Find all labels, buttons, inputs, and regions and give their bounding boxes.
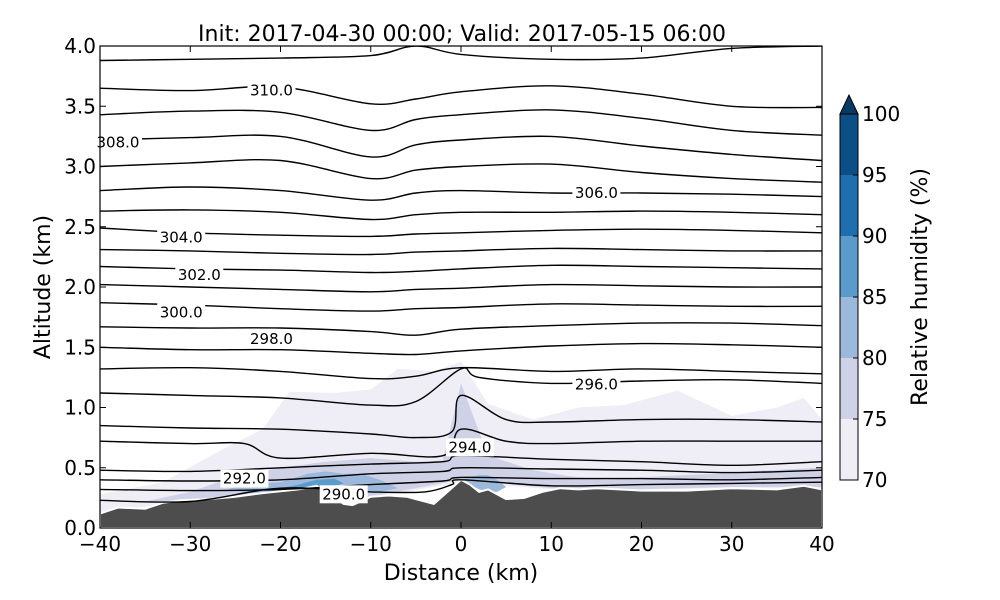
y-tick-label-3: 1.5 [64,335,96,359]
contour-label-1: 292.0 [223,470,266,488]
contour-label-bg-10 [247,81,296,100]
x-tick-label-8: 40 [809,532,834,556]
contour-label-bg-0 [319,485,368,504]
contour-label-bg-8 [572,184,621,202]
x-tick-label-3: −10 [350,532,392,556]
colorbar-segment-2 [840,297,858,358]
theta-contour-8 [100,247,822,256]
colorbar-tick-label-3: 85 [862,285,887,309]
x-tick-label-1: −30 [169,532,211,556]
contour-label-6: 302.0 [178,266,221,284]
theta-contour-7 [100,227,822,238]
colorbar-extend-arrow [839,93,859,115]
contour-label-0: 290.0 [322,485,365,503]
theta-contour-label-layer: 290.0 292.0 294.0 296.0 298.0 300.0 302.0 304.0… [94,81,621,504]
theta-contour-13 [100,342,822,356]
y-axis-label: Altitude (km) [31,215,56,359]
theta-contour-21 [100,479,822,503]
colorbar-tick-label-4: 90 [862,224,887,248]
x-tick-label-7: 30 [719,532,744,556]
colorbar-segment-4 [840,175,858,236]
plot-area: 290.0 292.0 294.0 296.0 298.0 300.0 302.0 304.0… [94,45,823,529]
colorbar-tick-label-6: 100 [862,102,900,126]
x-tick-label-6: 20 [629,532,654,556]
x-tick-label-2: −20 [259,532,301,556]
y-tick-label-6: 3.0 [64,155,96,179]
contour-label-9: 308.0 [97,133,140,151]
theta-contour-11 [100,302,822,312]
y-tick-label-0: 0.0 [64,516,96,540]
contour-label-3: 296.0 [575,376,618,394]
y-tick-label-5: 2.5 [64,215,96,239]
theta-contour-6 [100,209,822,221]
x-axis-label: Distance (km) [384,561,539,586]
contour-label-10: 310.0 [250,82,293,100]
contour-label-bg-6 [175,265,224,284]
colorbar-segment-0 [840,419,858,480]
contour-label-bg-3 [572,375,621,394]
colorbar-label: Relative humidity (%) [908,168,933,406]
x-axis: −40 −30 −20 −10 0 10 20 30 40 [79,46,835,556]
colorbar-tick-label-2: 80 [862,346,887,370]
theta-contour-4 [100,158,822,183]
y-tick-label-7: 3.5 [64,94,96,118]
contour-label-bg-4 [247,329,296,348]
colorbar: 70 75 80 85 90 95 100 [839,93,900,492]
colorbar-segment-5 [840,114,858,175]
theta-contour-5 [100,186,822,201]
contour-label-bg-5 [157,303,206,322]
theta-contour-14 [100,366,822,380]
contour-label-bg-1 [220,469,269,488]
theta-contour-15 [100,367,822,407]
y-tick-label-8: 4.0 [64,34,96,58]
contour-label-2: 294.0 [449,438,492,456]
theta-contour-3 [100,134,822,162]
theta-contour-0 [100,46,822,62]
rh-region-75-1 [145,383,822,502]
contour-label-bg-9 [94,133,142,152]
colorbar-tick-label-0: 70 [862,468,887,492]
y-tick-label-4: 2.0 [64,275,96,299]
contour-label-bg-7 [157,228,206,247]
colorbar-segment-3 [840,236,858,297]
colorbar-tick-label-1: 75 [862,407,887,431]
y-tick-label-2: 1.0 [64,396,96,420]
rh-region-80-3 [461,475,507,492]
y-tick-label-1: 0.5 [64,456,96,480]
colorbar-tick-label-5: 95 [862,163,887,187]
theta-contour-12 [100,322,822,336]
theta-contour-1 [100,85,822,109]
theta-contour-10 [100,283,822,293]
x-tick-label-4: 0 [455,532,468,556]
contour-label-8: 306.0 [575,184,618,202]
theta-contour-20 [100,476,822,492]
colorbar-segment-1 [840,358,858,419]
contour-label-bg-2 [446,438,494,457]
theta-contour-9 [100,264,822,274]
theta-contour-2 [100,109,822,136]
contour-label-7: 304.0 [160,229,203,247]
x-tick-label-0: −40 [79,532,121,556]
contour-label-4: 298.0 [250,330,293,348]
y-axis: 0.0 0.5 1.0 1.5 2.0 2.5 3.0 3.5 4.0 [64,34,822,540]
chart-title: Init: 2017-04-30 00:00; Valid: 2017-05-1… [198,22,726,47]
theta-contour-16 [100,394,822,439]
x-tick-label-5: 10 [539,532,564,556]
contour-label-5: 300.0 [160,303,203,321]
